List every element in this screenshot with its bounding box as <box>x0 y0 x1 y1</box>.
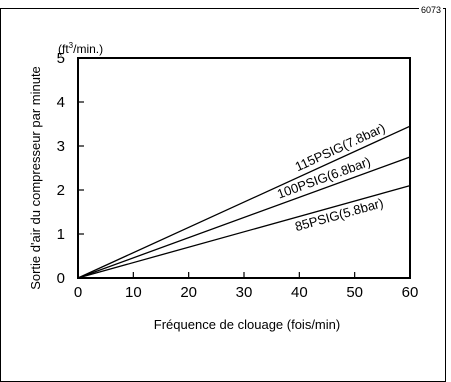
x-tick-label: 40 <box>291 284 308 301</box>
x-tick-label: 50 <box>346 284 363 301</box>
series-lines-group <box>77 125 411 279</box>
y-tick-label: 5 <box>57 50 65 67</box>
y-tick-label: 0 <box>57 270 65 287</box>
x-tick-label: 20 <box>180 284 197 301</box>
figure-code: 6073 <box>418 5 443 15</box>
x-tick-label: 60 <box>402 284 419 301</box>
y-tick-label: 2 <box>57 182 65 199</box>
x-tick-label: 30 <box>236 284 253 301</box>
y-axis-title: Sortie d'air du compresseur par minute <box>28 66 43 290</box>
series-labels-group: 115PSIG(7.8bar)100PSIG(6.8bar)85PSIG(5.8… <box>275 120 387 234</box>
x-tick-label: 0 <box>74 284 82 301</box>
series-line <box>77 156 411 279</box>
y-tick-label: 4 <box>57 94 65 111</box>
x-tick-label: 10 <box>125 284 142 301</box>
y-tick-label: 1 <box>57 226 65 243</box>
series-line <box>77 125 411 279</box>
x-axis-title: Fréquence de clouage (fois/min) <box>154 317 340 332</box>
series-line <box>77 184 411 279</box>
y-tick-label: 3 <box>57 138 65 155</box>
ticks-group: 0 10 20 30 40 50 60 0 1 2 3 4 5 <box>57 50 419 301</box>
